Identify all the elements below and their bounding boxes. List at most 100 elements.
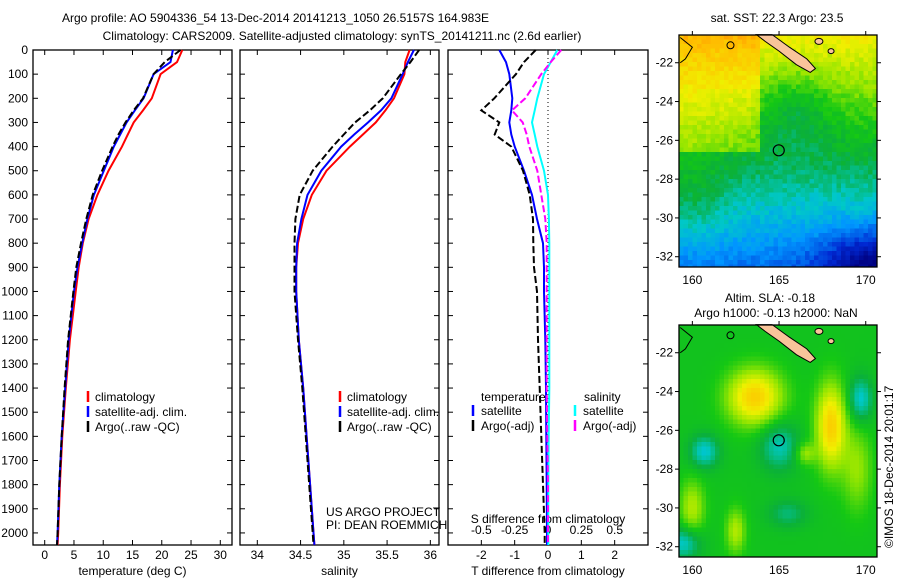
map-cell <box>850 125 855 130</box>
map-cell <box>751 451 756 456</box>
map-cell <box>683 102 689 108</box>
map-cell <box>845 545 851 551</box>
map-cell <box>818 84 824 90</box>
map-cell <box>701 464 707 470</box>
map-cell <box>823 446 828 452</box>
map-cell <box>818 174 824 180</box>
map-cell <box>688 111 693 117</box>
map-cell <box>823 111 828 117</box>
map-cell <box>760 129 765 135</box>
map-cell <box>863 188 869 193</box>
map-cell <box>733 80 738 85</box>
map-cell <box>760 156 765 162</box>
map-cell <box>850 365 855 371</box>
map-cell <box>715 35 720 40</box>
map-cell <box>823 541 828 546</box>
map-cell <box>692 397 698 402</box>
map-cell <box>832 107 837 112</box>
map-cell <box>845 174 851 180</box>
map-cell <box>683 365 689 371</box>
map-cell <box>737 401 743 407</box>
map-cell <box>773 116 779 121</box>
map-cell <box>805 188 810 193</box>
map-cell <box>836 334 842 339</box>
map-cell <box>854 451 860 456</box>
argo-position-marker[interactable] <box>772 434 785 447</box>
map-cell <box>791 478 797 483</box>
map-cell <box>787 179 792 184</box>
map-cell <box>836 352 842 357</box>
map-cell <box>809 219 815 225</box>
map-cell <box>863 147 869 153</box>
map-cell <box>724 80 729 85</box>
map-cell <box>742 192 747 198</box>
map-cell <box>854 165 860 171</box>
map-cell <box>787 206 792 211</box>
map-cell <box>841 197 846 202</box>
map-cell <box>746 174 752 180</box>
map-cell <box>863 325 869 330</box>
map-cell <box>755 219 761 225</box>
map-cell <box>863 554 869 557</box>
map-cell <box>724 260 729 265</box>
map-cell <box>863 388 869 393</box>
map-cell <box>809 170 815 175</box>
map-cell <box>818 532 824 537</box>
map-cell <box>706 44 711 49</box>
map-cell <box>787 491 792 497</box>
map-cell <box>760 482 765 488</box>
map-cell <box>818 352 824 357</box>
map-cell <box>850 545 855 551</box>
map-cell <box>728 260 734 265</box>
map-cell <box>728 264 734 267</box>
map-cell <box>683 192 689 198</box>
map-cell <box>737 455 743 461</box>
map-cell <box>769 455 774 461</box>
map-cell <box>805 44 810 49</box>
map-cell <box>809 75 815 81</box>
map-cell <box>751 107 756 112</box>
map-cell <box>769 210 774 216</box>
map-cell <box>719 464 725 470</box>
map-cell <box>859 57 864 63</box>
map-cell <box>742 383 747 389</box>
map-cell <box>850 518 855 524</box>
map-cell <box>827 541 833 546</box>
map-cell <box>805 80 810 85</box>
map-cell <box>728 255 734 261</box>
map-cell <box>778 464 783 470</box>
map-cell <box>845 161 851 166</box>
map-cell <box>701 251 707 256</box>
map-cell <box>710 347 716 353</box>
map-cell <box>809 329 815 335</box>
map-cell <box>836 134 842 139</box>
map-cell <box>724 500 729 506</box>
map-cell <box>859 464 864 470</box>
map-cell <box>859 410 864 416</box>
map-cell <box>854 424 860 429</box>
map-cell <box>778 487 783 492</box>
map-cell <box>773 523 779 528</box>
map-cell <box>755 374 761 380</box>
map-cell <box>701 500 707 506</box>
map-cell <box>697 107 702 112</box>
map-cell <box>719 352 725 357</box>
map-cell <box>809 518 815 524</box>
map-cell <box>679 397 684 402</box>
map-cell <box>787 170 792 175</box>
map-cell <box>701 125 707 130</box>
map-cell <box>814 460 819 465</box>
map-cell <box>850 406 855 411</box>
map-cell <box>827 120 833 126</box>
map-cell <box>868 478 873 483</box>
map-cell <box>854 197 860 202</box>
map-cell <box>845 379 851 384</box>
map-cell <box>796 446 801 452</box>
argo-position-marker[interactable] <box>772 144 785 157</box>
map-cell <box>755 464 761 470</box>
map-cell <box>692 165 698 171</box>
map-cell <box>683 188 689 193</box>
map-cell <box>791 80 797 85</box>
map-cell <box>791 406 797 411</box>
map-cell <box>760 224 765 229</box>
